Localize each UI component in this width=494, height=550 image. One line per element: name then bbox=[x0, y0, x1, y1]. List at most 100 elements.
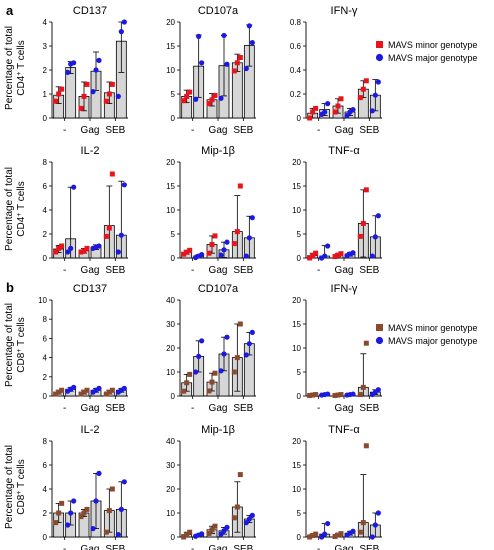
chart-b-6: CD137 0 2 4 6 8 10 - Gag SEB bbox=[38, 283, 128, 414]
data-point-minor bbox=[206, 250, 212, 256]
data-point-major bbox=[344, 113, 350, 119]
data-point-minor bbox=[231, 515, 237, 521]
data-point-minor bbox=[103, 391, 109, 397]
data-point-minor bbox=[307, 115, 313, 121]
y-tick-label: 10 bbox=[292, 206, 301, 215]
data-point-major bbox=[118, 232, 124, 238]
data-point-minor bbox=[332, 534, 338, 540]
data-point-major bbox=[65, 249, 71, 255]
y-tick-label: 10 bbox=[166, 66, 175, 75]
data-point-major bbox=[322, 109, 328, 115]
x-tick-label: - bbox=[63, 403, 66, 414]
chart-title: IL-2 bbox=[81, 145, 100, 157]
data-point-minor bbox=[310, 533, 316, 539]
data-point-major bbox=[196, 353, 202, 359]
data-point-minor bbox=[81, 248, 87, 254]
data-point-major bbox=[90, 526, 96, 532]
y-tick-label: 0 bbox=[171, 392, 176, 401]
data-point-major bbox=[221, 247, 227, 253]
ylabel-a-bottom: Percentage of total CD4+ T cells bbox=[4, 167, 27, 251]
data-point-minor bbox=[206, 101, 212, 107]
x-tick-label: Gag bbox=[209, 265, 228, 276]
legend-marker-minor-square bbox=[376, 41, 383, 48]
x-tick-label: SEB bbox=[105, 544, 125, 550]
y-tick-label: 0 bbox=[297, 533, 302, 542]
data-point-minor bbox=[59, 387, 65, 393]
data-point-minor bbox=[360, 384, 366, 390]
y-tick-label: 5 bbox=[297, 368, 302, 377]
data-point-minor bbox=[187, 247, 193, 253]
data-point-minor bbox=[313, 105, 319, 111]
y-tick-label: 20 bbox=[292, 296, 301, 305]
x-tick-label: SEB bbox=[233, 125, 253, 136]
data-point-minor bbox=[338, 531, 344, 537]
data-point-major bbox=[96, 243, 102, 249]
data-point-major bbox=[90, 89, 96, 95]
y-tick-label: 15 bbox=[292, 461, 301, 470]
data-point-minor bbox=[363, 340, 369, 346]
panel-letter-b: b bbox=[6, 280, 14, 295]
legend-label-minor: MAVS minor genotype bbox=[388, 40, 477, 50]
y-tick-label: 20 bbox=[166, 158, 175, 167]
y-tick-label: 8 bbox=[43, 315, 48, 324]
chart-b-7: CD107a 0 10 20 30 40 - Gag SEB bbox=[166, 283, 256, 414]
x-tick-label: SEB bbox=[359, 544, 379, 550]
data-point-major bbox=[218, 368, 224, 374]
data-point-major bbox=[221, 351, 227, 357]
data-point-major bbox=[246, 341, 252, 347]
data-point-major bbox=[249, 215, 255, 221]
data-point-minor bbox=[187, 371, 193, 377]
data-point-minor bbox=[237, 183, 243, 189]
x-tick-label: - bbox=[63, 544, 66, 550]
data-point-major bbox=[71, 498, 77, 504]
y-tick-label: 0 bbox=[171, 533, 176, 542]
data-point-minor bbox=[307, 393, 313, 399]
data-point-major bbox=[243, 352, 249, 358]
data-point-minor bbox=[109, 387, 115, 393]
y-tick-label: 10 bbox=[38, 296, 47, 305]
x-tick-label: - bbox=[191, 544, 194, 550]
y-tick-label: 6 bbox=[43, 182, 48, 191]
data-point-minor bbox=[84, 245, 90, 251]
x-tick-label: Gag bbox=[81, 265, 100, 276]
data-point-minor bbox=[360, 520, 366, 526]
data-point-major bbox=[375, 387, 381, 393]
data-point-major bbox=[372, 92, 378, 98]
data-point-major bbox=[96, 57, 102, 64]
y-tick-label: 0 bbox=[43, 254, 48, 263]
x-tick-label: SEB bbox=[359, 265, 379, 276]
data-point-minor bbox=[313, 531, 319, 537]
legend-label-minor: MAVS minor genotype bbox=[388, 323, 477, 333]
data-point-major bbox=[199, 338, 205, 344]
ylabel-line2: CD8+ T cells bbox=[16, 459, 28, 514]
data-point-major bbox=[193, 369, 199, 375]
data-point-minor bbox=[332, 254, 338, 260]
x-tick-label: Gag bbox=[335, 544, 354, 550]
y-tick-label: 10 bbox=[292, 344, 301, 353]
data-point-major bbox=[375, 79, 381, 85]
data-point-minor bbox=[81, 510, 87, 516]
x-tick-label: - bbox=[317, 403, 320, 414]
x-tick-label: SEB bbox=[233, 544, 253, 550]
data-point-major bbox=[71, 184, 77, 190]
data-point-minor bbox=[234, 60, 240, 66]
data-point-minor bbox=[363, 78, 369, 84]
y-tick-label: 4 bbox=[43, 206, 48, 215]
y-tick-label: 10 bbox=[166, 509, 175, 518]
chart-b-8: IFN-γ 0 5 10 15 20 - Gag SEB bbox=[292, 283, 382, 414]
data-point-minor bbox=[181, 388, 187, 394]
data-point-minor bbox=[109, 81, 115, 87]
y-tick-label: 20 bbox=[292, 437, 301, 446]
data-point-minor bbox=[59, 243, 65, 249]
data-point-major bbox=[199, 60, 205, 66]
data-point-minor bbox=[335, 252, 341, 258]
y-tick-label: 0 bbox=[297, 114, 302, 123]
data-point-minor bbox=[106, 389, 112, 395]
data-point-major bbox=[224, 61, 230, 67]
x-tick-label: Gag bbox=[335, 125, 354, 136]
chart-title: Mip-1β bbox=[201, 145, 235, 157]
data-point-minor bbox=[363, 443, 369, 449]
chart-b-10: Mip-1β 0 10 20 30 40 - Gag SEB bbox=[166, 424, 256, 550]
data-point-minor bbox=[310, 109, 316, 115]
x-tick-label: Gag bbox=[335, 403, 354, 414]
